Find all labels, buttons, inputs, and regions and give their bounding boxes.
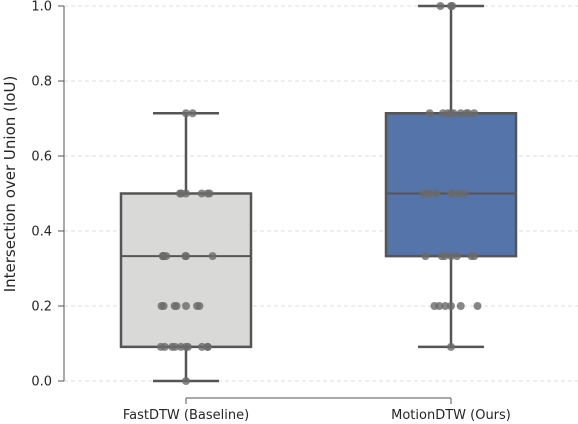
data-point xyxy=(177,189,186,198)
data-point xyxy=(181,252,190,261)
data-point xyxy=(438,109,447,118)
data-point xyxy=(447,342,455,351)
y-tick-label: 0.4 xyxy=(31,225,52,240)
x-tick-label: FastDTW (Baseline) xyxy=(123,408,249,423)
y-tick-label: 0.2 xyxy=(31,300,52,315)
data-point xyxy=(182,109,190,118)
data-point xyxy=(182,302,190,310)
data-point xyxy=(456,109,465,118)
axes xyxy=(58,5,452,404)
y-tick-label: 1.0 xyxy=(31,0,52,15)
data-point xyxy=(182,377,190,385)
data-point xyxy=(470,252,479,261)
data-point xyxy=(441,302,450,310)
data-point xyxy=(425,109,434,118)
data-point xyxy=(208,252,217,261)
data-point xyxy=(456,302,465,310)
data-point xyxy=(436,2,445,10)
data-point xyxy=(424,189,433,198)
data-point xyxy=(157,302,166,310)
data-point xyxy=(448,189,457,198)
data-point xyxy=(449,109,458,118)
data-point xyxy=(197,189,206,198)
data-point xyxy=(447,252,455,261)
data-point xyxy=(432,189,441,198)
data-point xyxy=(159,252,168,261)
y-tick-label: 0.8 xyxy=(31,75,52,90)
data-point xyxy=(193,302,202,310)
data-point xyxy=(183,342,192,351)
data-point xyxy=(470,109,479,118)
y-axis-title: Intersection over Union (IoU) xyxy=(1,76,19,293)
data-points xyxy=(156,2,482,385)
y-tick-label: 0.0 xyxy=(31,375,52,390)
iqr-box xyxy=(119,192,253,349)
data-point xyxy=(460,189,469,198)
data-point xyxy=(170,342,179,351)
data-point xyxy=(156,342,165,351)
data-point xyxy=(176,342,185,351)
x-tick-label: MotionDTW (Ours) xyxy=(391,408,511,423)
data-point xyxy=(421,252,430,261)
data-point xyxy=(454,189,463,198)
data-point xyxy=(473,302,482,310)
data-point xyxy=(170,302,179,310)
data-point xyxy=(203,342,212,351)
data-point xyxy=(198,342,207,351)
data-point xyxy=(205,189,214,198)
data-point xyxy=(188,109,197,118)
y-tick-label: 0.6 xyxy=(31,150,52,165)
data-point xyxy=(440,252,449,261)
data-point xyxy=(430,302,439,310)
data-point xyxy=(452,252,461,261)
labels: Intersection over Union (IoU) 0.0 0.2 0.4 0… xyxy=(1,0,511,423)
data-point xyxy=(447,302,455,310)
data-point xyxy=(448,2,457,10)
iqr-box xyxy=(384,112,518,258)
data-point xyxy=(464,109,473,118)
